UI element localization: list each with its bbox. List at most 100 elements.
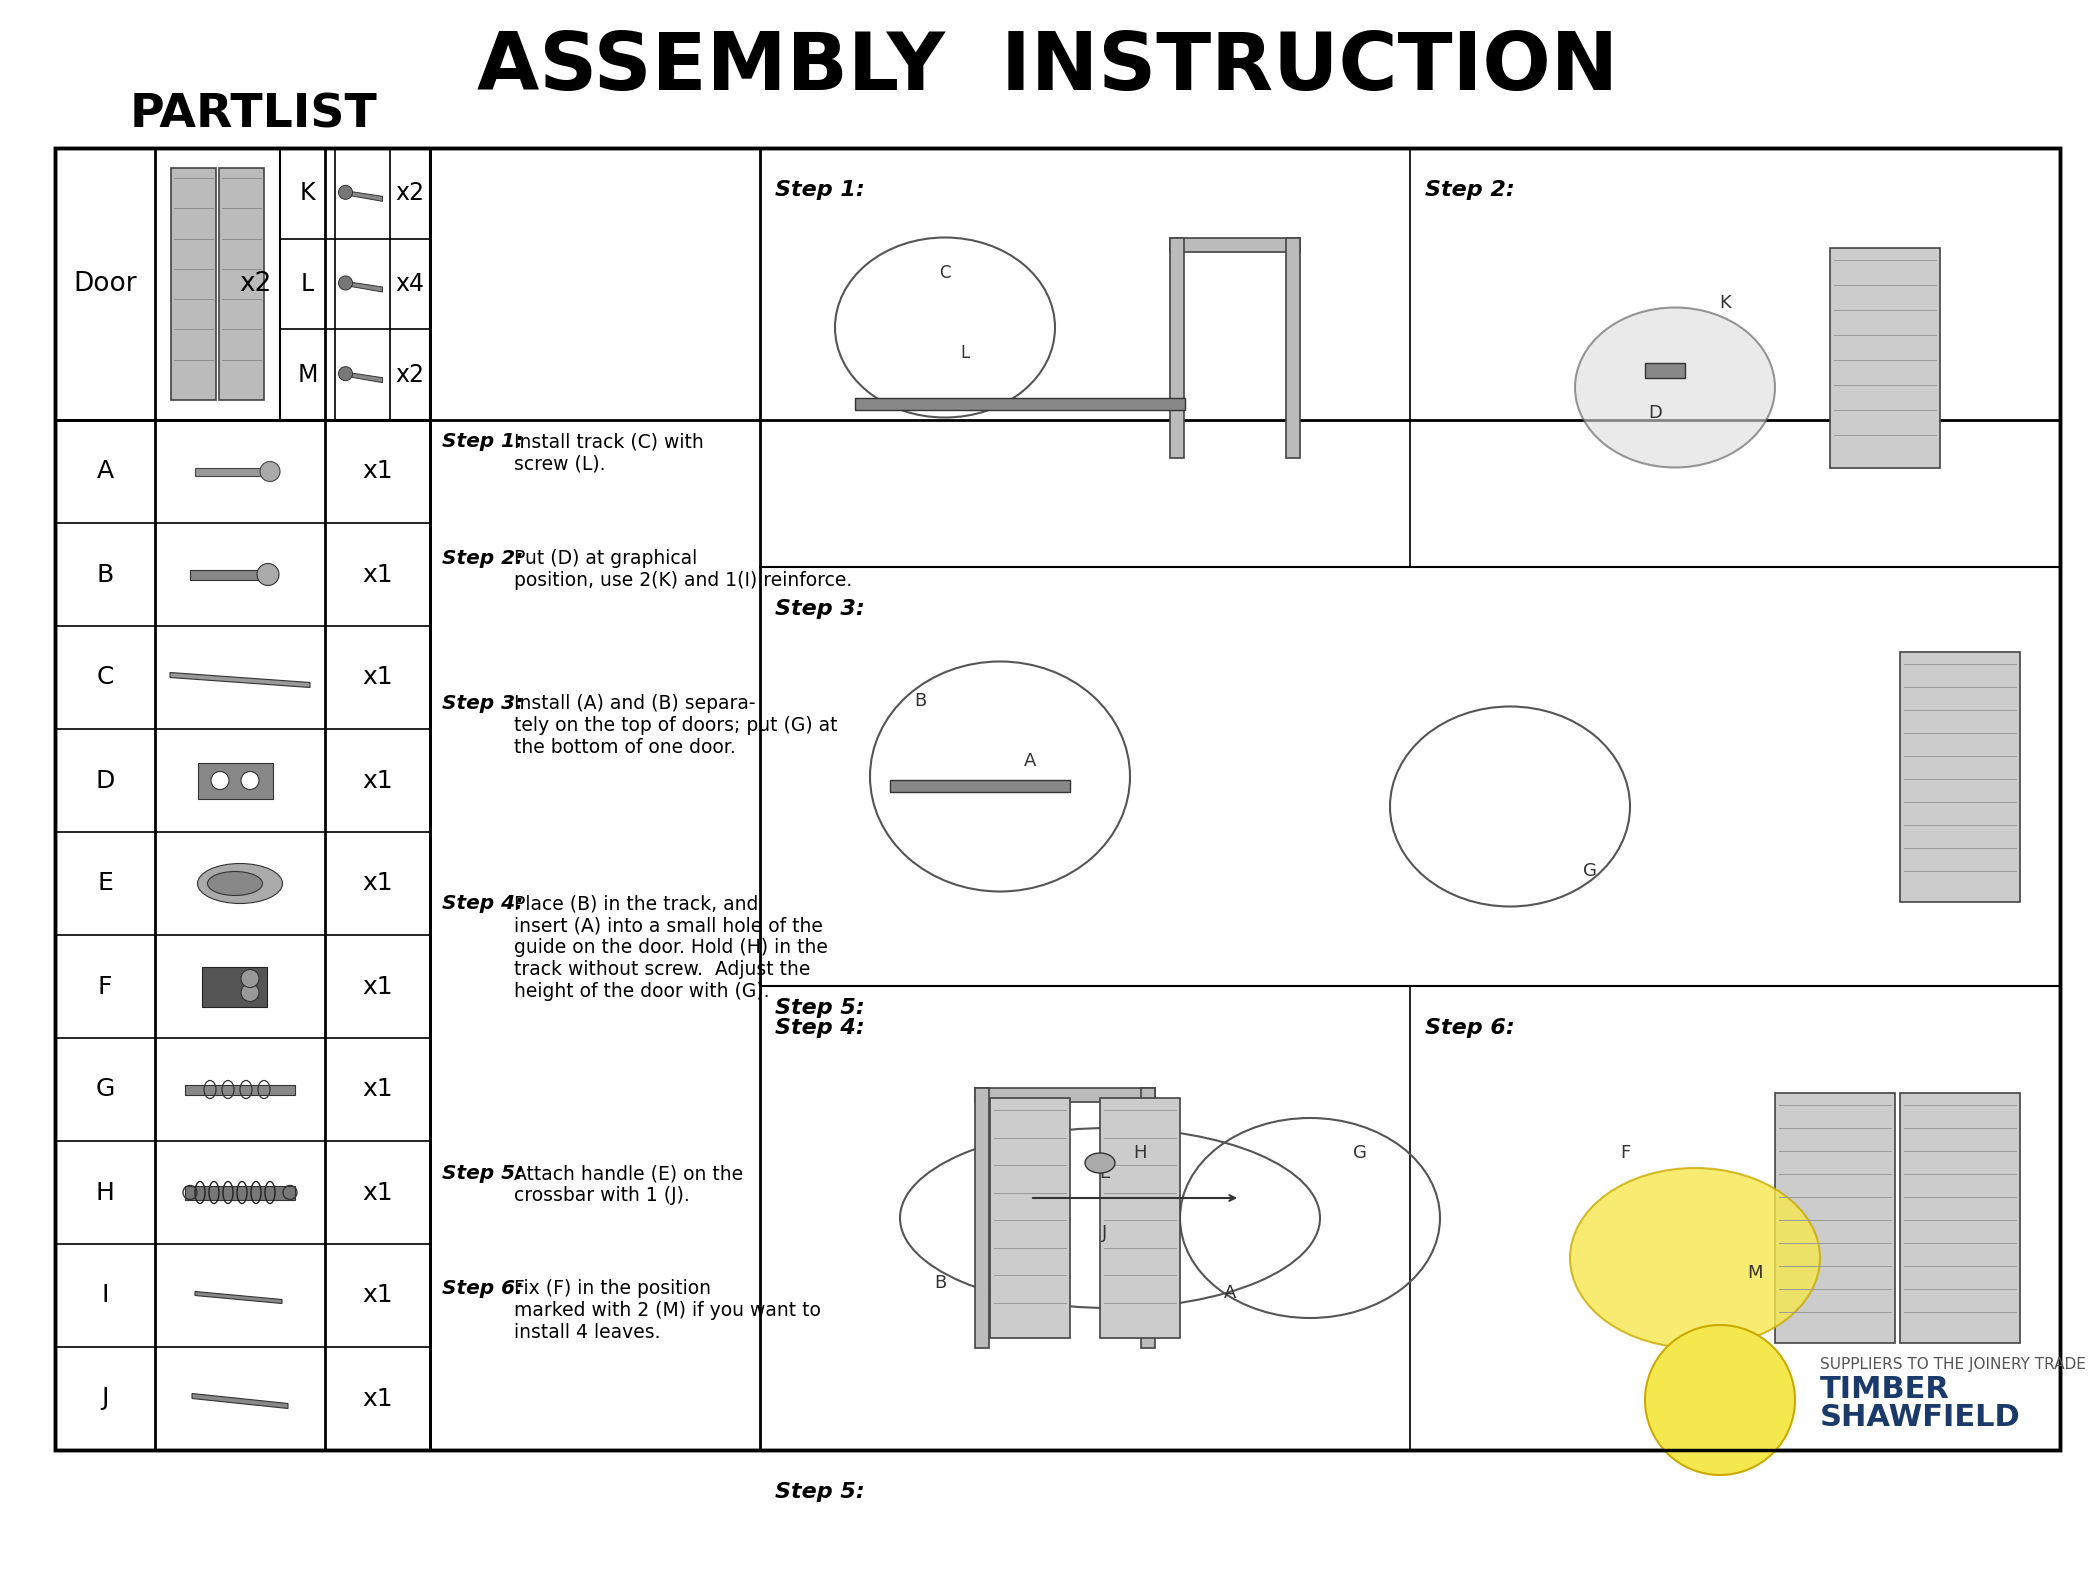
Text: G: G xyxy=(1584,863,1596,880)
Text: x1: x1 xyxy=(362,1283,394,1308)
Text: x1: x1 xyxy=(362,1180,394,1204)
Text: x1: x1 xyxy=(362,1078,394,1101)
Text: C: C xyxy=(96,665,113,689)
Bar xyxy=(1142,1089,1154,1348)
Bar xyxy=(1169,237,1184,458)
Text: ASSEMBLY  INSTRUCTION: ASSEMBLY INSTRUCTION xyxy=(478,28,1617,107)
Bar xyxy=(1774,1093,1896,1343)
Circle shape xyxy=(241,771,260,790)
Text: K: K xyxy=(300,182,316,205)
Text: Step 5:: Step 5: xyxy=(775,999,865,1018)
Text: A: A xyxy=(1223,1285,1236,1302)
Text: Attach handle (E) on the
crossbar with 1 (J).: Attach handle (E) on the crossbar with 1… xyxy=(513,1164,744,1206)
Bar xyxy=(855,398,1186,409)
Text: SUPPLIERS TO THE JOINERY TRADE: SUPPLIERS TO THE JOINERY TRADE xyxy=(1821,1357,2087,1373)
Text: I: I xyxy=(101,1283,109,1308)
Text: x2: x2 xyxy=(396,363,425,387)
Text: K: K xyxy=(1720,294,1730,311)
Bar xyxy=(991,1098,1071,1338)
Text: Step 3:: Step 3: xyxy=(442,694,524,713)
Text: G: G xyxy=(96,1078,115,1101)
Text: x1: x1 xyxy=(362,975,394,999)
Bar xyxy=(199,763,272,798)
Text: F: F xyxy=(1619,1144,1630,1161)
Polygon shape xyxy=(341,371,383,382)
Text: x1: x1 xyxy=(362,872,394,896)
Circle shape xyxy=(212,771,228,790)
Text: x4: x4 xyxy=(396,272,425,295)
Text: x2: x2 xyxy=(239,272,270,297)
Text: M: M xyxy=(1747,1264,1762,1281)
Text: C: C xyxy=(939,264,951,281)
Text: J: J xyxy=(101,1387,109,1411)
Text: Door: Door xyxy=(73,272,136,297)
Circle shape xyxy=(241,970,260,988)
Polygon shape xyxy=(170,673,310,687)
Circle shape xyxy=(339,185,352,199)
Bar xyxy=(220,167,264,400)
Text: Step 1:: Step 1: xyxy=(775,180,865,201)
Text: SHAWFIELD: SHAWFIELD xyxy=(1821,1403,2022,1433)
Text: TIMBER: TIMBER xyxy=(1821,1376,1950,1405)
Text: E: E xyxy=(96,872,113,896)
Text: x1: x1 xyxy=(362,1387,394,1411)
Text: Step 6:: Step 6: xyxy=(442,1278,524,1299)
Text: D: D xyxy=(94,768,115,793)
Bar xyxy=(1100,1098,1179,1338)
Ellipse shape xyxy=(1085,1153,1115,1172)
Circle shape xyxy=(258,564,279,586)
Text: M: M xyxy=(297,363,318,387)
Polygon shape xyxy=(193,1394,287,1408)
Text: Step 6:: Step 6: xyxy=(1425,1018,1515,1038)
Text: x1: x1 xyxy=(362,562,394,586)
Text: F: F xyxy=(98,975,113,999)
Text: Step 3:: Step 3: xyxy=(775,599,865,619)
Text: PARTLIST: PARTLIST xyxy=(130,93,377,137)
Bar xyxy=(1900,651,2020,902)
Text: D: D xyxy=(1649,403,1661,422)
Text: Install (A) and (B) separa-
tely on the top of doors; put (G) at
the bottom of o: Install (A) and (B) separa- tely on the … xyxy=(513,694,838,757)
Text: Fix (F) in the position
marked with 2 (M) if you want to
install 4 leaves.: Fix (F) in the position marked with 2 (M… xyxy=(513,1278,821,1341)
Text: B: B xyxy=(96,562,113,586)
Text: J: J xyxy=(1102,1224,1108,1242)
Text: Step 2:: Step 2: xyxy=(1425,180,1515,201)
Polygon shape xyxy=(195,1291,283,1304)
Bar xyxy=(195,468,264,476)
Text: A: A xyxy=(1024,752,1037,771)
Bar xyxy=(974,1089,1154,1101)
Text: B: B xyxy=(934,1273,947,1292)
Text: B: B xyxy=(913,692,926,711)
Ellipse shape xyxy=(197,864,283,904)
Text: Step 5:: Step 5: xyxy=(442,1164,524,1183)
Circle shape xyxy=(1645,1326,1795,1476)
Ellipse shape xyxy=(1569,1168,1821,1348)
Bar xyxy=(184,1185,295,1199)
Text: Step 5:: Step 5: xyxy=(775,1482,865,1503)
Text: x2: x2 xyxy=(396,182,425,205)
Text: L: L xyxy=(302,272,314,295)
Text: H: H xyxy=(96,1180,115,1204)
Polygon shape xyxy=(341,190,383,201)
Text: Step 2:: Step 2: xyxy=(442,548,524,567)
Text: L: L xyxy=(960,343,970,362)
Bar xyxy=(1645,362,1684,378)
Text: G: G xyxy=(1353,1144,1366,1161)
Text: x1: x1 xyxy=(362,460,394,483)
Bar xyxy=(191,569,264,580)
Polygon shape xyxy=(341,281,383,292)
Circle shape xyxy=(339,367,352,381)
Bar xyxy=(1169,237,1301,251)
Text: Step 4:: Step 4: xyxy=(442,894,524,913)
Bar xyxy=(1831,248,1940,468)
Bar xyxy=(890,779,1071,792)
Text: E: E xyxy=(1100,1164,1110,1182)
Circle shape xyxy=(339,276,352,291)
Text: A: A xyxy=(96,460,113,483)
Text: Place (B) in the track, and
insert (A) into a small hole of the
guide on the doo: Place (B) in the track, and insert (A) i… xyxy=(513,894,828,1002)
Bar xyxy=(1286,237,1301,458)
Ellipse shape xyxy=(207,872,262,896)
Bar xyxy=(974,1089,989,1348)
Text: Put (D) at graphical
position, use 2(K) and 1(I) reinforce.: Put (D) at graphical position, use 2(K) … xyxy=(513,548,853,589)
Bar xyxy=(1900,1093,2020,1343)
Bar xyxy=(201,967,266,1006)
